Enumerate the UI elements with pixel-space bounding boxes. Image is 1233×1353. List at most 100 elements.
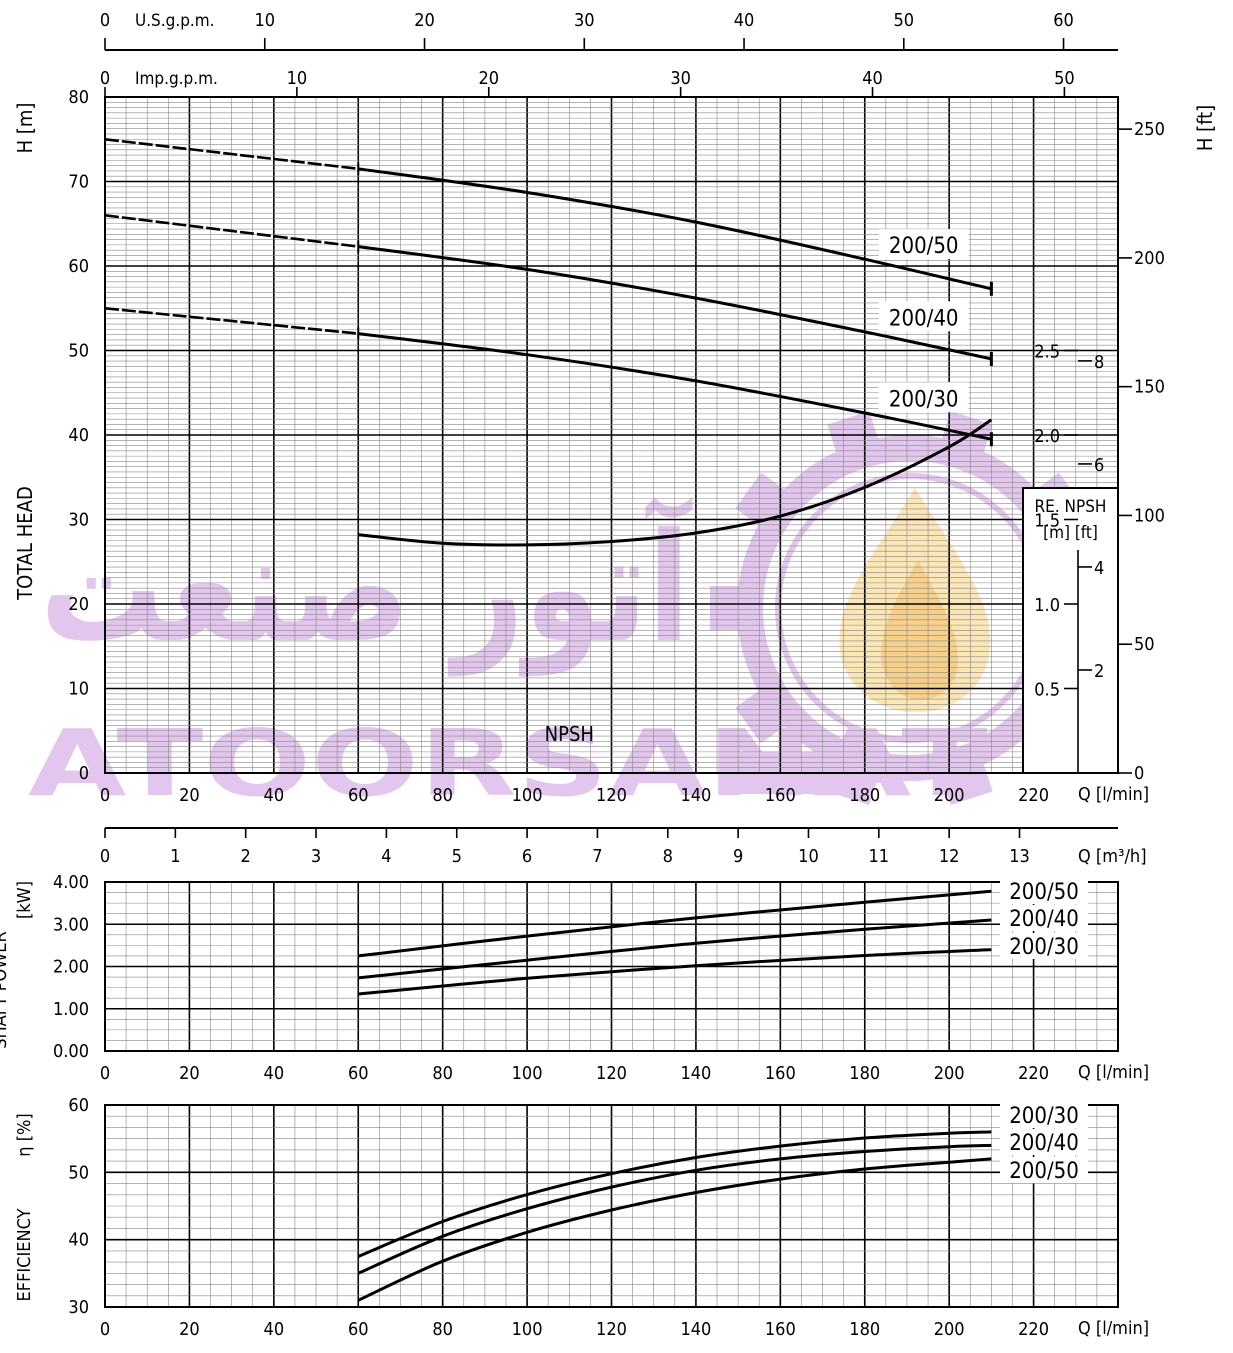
power-series-label-bg bbox=[1000, 905, 1088, 931]
power-x-tick-label: 120 bbox=[596, 1063, 627, 1084]
power-y-tick-label: 2.00 bbox=[53, 957, 89, 978]
head-y2-tick-label: 100 bbox=[1134, 505, 1165, 526]
head-x-tick-label: 40 bbox=[264, 785, 285, 806]
power-series-label: 200/40 bbox=[1009, 907, 1079, 932]
power-y-tick-label: 1.00 bbox=[53, 999, 89, 1020]
npsh-inset-m-tick-label: 0.5 bbox=[1034, 680, 1060, 701]
top-axis-impgpm-tick-label: 10 bbox=[287, 68, 308, 89]
head-x-tick-label: 120 bbox=[596, 785, 627, 806]
power-y-tick-label: 4.00 bbox=[53, 872, 89, 893]
head-x-tick-label: 60 bbox=[348, 785, 369, 806]
watermark-text-farsi: آتور صنعت bbox=[40, 497, 693, 677]
efficiency-y-tick-label: 50 bbox=[68, 1162, 89, 1183]
power-x-tick-label: 200 bbox=[934, 1063, 965, 1084]
head-y-tick-label: 0 bbox=[79, 763, 89, 784]
power-plot-frame bbox=[104, 881, 1119, 1052]
m3h-axis-tick-label: 12 bbox=[939, 846, 960, 867]
efficiency-series-label-bg bbox=[1000, 1157, 1088, 1183]
efficiency-x-tick-label: 0 bbox=[100, 1319, 110, 1340]
power-series-200-40 bbox=[358, 918, 992, 980]
head-x-tick-label: 220 bbox=[1018, 785, 1049, 806]
efficiency-plot-frame bbox=[104, 1104, 1119, 1308]
head-series-200-40 bbox=[358, 245, 992, 361]
m3h-axis-tick-label: 4 bbox=[381, 846, 391, 867]
watermark-flame-inner bbox=[881, 560, 958, 700]
efficiency-series-label-bg bbox=[1000, 1129, 1088, 1155]
efficiency-series-label: 200/50 bbox=[1009, 1159, 1079, 1184]
head-x-tick-label: 20 bbox=[179, 785, 200, 806]
power-x-tick-label: 40 bbox=[264, 1063, 285, 1084]
efficiency-x-tick-label: 120 bbox=[596, 1319, 627, 1340]
npsh-inset-m-tick-label: 1.0 bbox=[1034, 595, 1060, 616]
efficiency-y-tick-label: 30 bbox=[68, 1297, 89, 1318]
m3h-axis-tick-label: 6 bbox=[522, 846, 532, 867]
m3h-axis-unit-label: Q [m³/h] bbox=[1078, 846, 1147, 867]
m3h-axis-tick-label: 10 bbox=[798, 846, 819, 867]
head-y-label: TOTAL HEAD bbox=[13, 486, 37, 601]
head-y2-unit-label: H [ft] bbox=[1193, 105, 1217, 151]
efficiency-x-tick-label: 220 bbox=[1018, 1319, 1049, 1340]
efficiency-y-tick-label: 40 bbox=[68, 1230, 89, 1251]
watermark-gear-tooth bbox=[937, 749, 993, 806]
head-series-200-40-dashed bbox=[104, 214, 359, 248]
head-x-tick-label: 160 bbox=[765, 785, 796, 806]
m3h-axis-tick-label: 2 bbox=[241, 846, 251, 867]
head-x-tick-label: 0 bbox=[100, 785, 110, 806]
efficiency-x-tick-label: 200 bbox=[934, 1319, 965, 1340]
efficiency-x-tick-label: 80 bbox=[432, 1319, 453, 1340]
head-series-label-bg bbox=[878, 382, 969, 413]
npsh-inset-m-tick-label: 2.0 bbox=[1034, 426, 1060, 447]
data-layer: RE. NPSH [m] [ft] 0.5 1.0 1.5 2.0 2.5 2 4 6 8 NPSH 2… bbox=[104, 138, 1119, 1302]
efficiency-y-label: EFFICIENCY bbox=[14, 1208, 35, 1301]
efficiency-y-tick-label: 60 bbox=[68, 1095, 89, 1116]
efficiency-series-200-50 bbox=[357, 1157, 992, 1302]
power-x-tick-label: 220 bbox=[1018, 1063, 1049, 1084]
efficiency-x-tick-label: 100 bbox=[512, 1319, 543, 1340]
head-y-tick-label: 80 bbox=[68, 87, 89, 108]
m3h-axis-tick-label: 0 bbox=[100, 846, 110, 867]
power-x-tick-label: 100 bbox=[512, 1063, 543, 1084]
efficiency-series-label: 200/40 bbox=[1009, 1131, 1079, 1156]
watermark-gear-tooth bbox=[827, 410, 883, 467]
power-x-unit-label: Q [l/min] bbox=[1078, 1062, 1149, 1083]
head-series-200-30-dashed bbox=[104, 307, 359, 335]
head-series-200-30 bbox=[358, 332, 992, 441]
head-y-tick-label: 50 bbox=[68, 341, 89, 362]
head-y-unit-label: H [m] bbox=[13, 103, 37, 154]
power-x-tick-label: 60 bbox=[348, 1063, 369, 1084]
top-axis-usgpm-tick-label: 50 bbox=[893, 10, 914, 31]
npsh-inset-m-tick-label: 1.5 bbox=[1034, 511, 1060, 532]
top-axis-usgpm-tick-label: 10 bbox=[254, 10, 275, 31]
top-axis-usgpm-tick-label: 60 bbox=[1053, 10, 1074, 31]
head-y-tick-label: 70 bbox=[68, 172, 89, 193]
top-axis-impgpm-tick-label: 40 bbox=[862, 68, 883, 89]
npsh-inset-box bbox=[1022, 487, 1119, 774]
m3h-axis-tick-label: 9 bbox=[733, 846, 743, 867]
power-y-label: SHAFT POWER bbox=[0, 931, 11, 1049]
efficiency-x-tick-label: 140 bbox=[680, 1319, 711, 1340]
head-y2-tick-label: 50 bbox=[1134, 634, 1155, 655]
head-x-tick-label: 180 bbox=[849, 785, 880, 806]
top-axis-impgpm-label: Imp.g.p.m. bbox=[135, 69, 218, 89]
top-axis-impgpm-tick-label: 0 bbox=[100, 68, 110, 89]
head-x-tick-label: 80 bbox=[432, 785, 453, 806]
top-axis-usgpm-tick-label: 20 bbox=[414, 10, 435, 31]
power-y-tick-label: 0.00 bbox=[53, 1041, 89, 1062]
text-layer: 0 20 40 60 80 100 120 140 160 180 200 220 Q [l/min]0… bbox=[0, 10, 1217, 1340]
top-axis-usgpm-tick-label: 0 bbox=[100, 10, 110, 31]
grid-layer bbox=[104, 38, 1132, 1308]
m3h-axis-tick-label: 13 bbox=[1009, 846, 1030, 867]
head-y2-tick-label: 200 bbox=[1134, 248, 1165, 269]
m3h-axis-tick-label: 3 bbox=[311, 846, 321, 867]
npsh-curve-label: NPSH bbox=[545, 722, 594, 746]
head-y-tick-label: 10 bbox=[68, 679, 89, 700]
power-series-label-bg bbox=[1000, 933, 1088, 959]
power-x-tick-label: 20 bbox=[179, 1063, 200, 1084]
m3h-axis-tick-label: 11 bbox=[869, 846, 890, 867]
head-series-label: 200/50 bbox=[889, 234, 959, 259]
efficiency-y-unit-label: η [%] bbox=[14, 1113, 35, 1156]
m3h-axis-tick-label: 5 bbox=[452, 846, 462, 867]
top-axis-impgpm-tick-label: 20 bbox=[478, 68, 499, 89]
npsh-inset-units: [m] [ft] bbox=[1043, 523, 1098, 543]
